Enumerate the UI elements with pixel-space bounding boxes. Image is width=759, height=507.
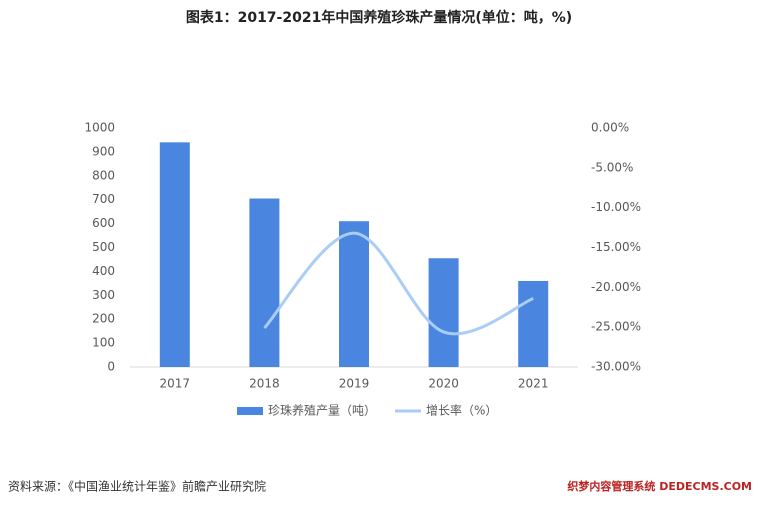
bar	[428, 258, 459, 367]
x-tick-label: 2019	[339, 377, 370, 391]
y2-tick-label: -20.00%	[591, 280, 641, 294]
y2-tick-label: 0.00%	[591, 121, 629, 135]
y2-tick-label: -25.00%	[591, 320, 641, 334]
y-tick-label: 700	[92, 192, 115, 206]
chart-title: 图表1：2017-2021年中国养殖珍珠产量情况(单位：吨，%)	[186, 9, 572, 26]
y-tick-label: 600	[92, 216, 115, 230]
line	[263, 231, 534, 336]
y-tick-label: 1000	[84, 121, 115, 135]
bar	[518, 280, 549, 367]
y-tick-label: 100	[92, 336, 115, 350]
y2-tick-label: -10.00%	[591, 200, 641, 214]
y2-tick-label: -15.00%	[591, 240, 641, 254]
x-tick-label: 2021	[518, 377, 549, 391]
y-tick-label: 400	[92, 264, 115, 278]
y2-tick-label: -5.00%	[591, 160, 633, 174]
x-tick-label: 2018	[249, 377, 280, 391]
y-tick-label: 300	[92, 288, 115, 302]
bar	[339, 221, 369, 367]
watermark: 织梦内容管理系统 DEDECMS.COM	[567, 479, 752, 493]
y-tick-label: 500	[92, 240, 115, 254]
y2-tick-label: -30.00%	[591, 360, 641, 374]
source: 资料来源：《中国渔业统计年鉴》前瞻产业研究院	[8, 479, 266, 494]
y-tick-label: 900	[92, 144, 115, 158]
y-tick-label: 0	[107, 360, 115, 374]
x-tick-label: 2020	[428, 377, 459, 391]
y-tick-label: 200	[92, 312, 115, 326]
legend-label: 珍珠养殖产量（吨）	[268, 403, 376, 418]
x-tick-label: 2017	[160, 377, 191, 391]
bar	[249, 198, 280, 367]
legend-swatch	[237, 407, 263, 415]
y-tick-label: 800	[92, 168, 115, 182]
legend-label: 增长率（%）	[426, 403, 497, 418]
bar	[159, 142, 190, 367]
